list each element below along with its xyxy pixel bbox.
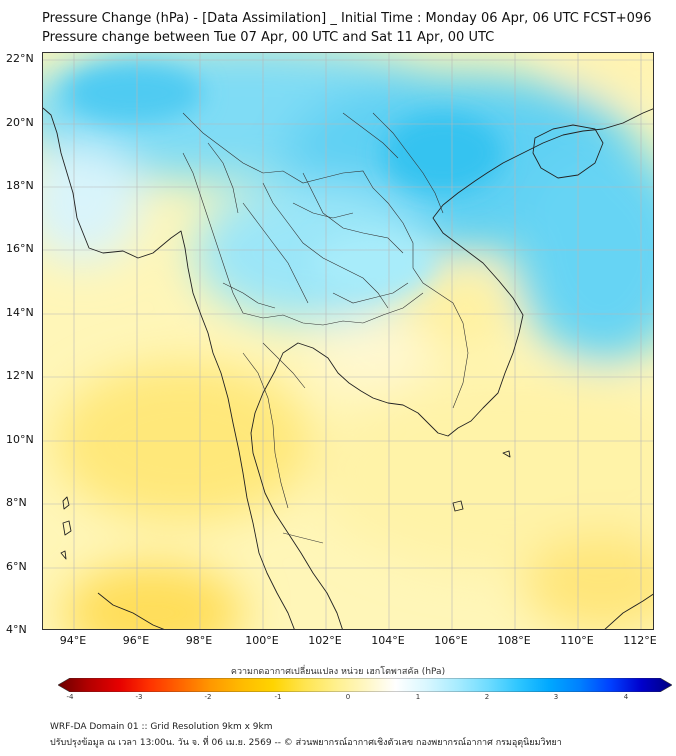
colorbar-tick: -3 [135, 693, 143, 701]
lon-label-110: 110°E [560, 634, 594, 647]
colorbar-tick: 1 [415, 693, 421, 701]
colorbar-tick: -2 [204, 693, 212, 701]
pressure-field [43, 53, 653, 629]
graticule [43, 53, 653, 629]
borders [182, 112, 469, 544]
colorbar-tick: 4 [623, 693, 629, 701]
colorbar-tick: -4 [66, 693, 74, 701]
colorbar-tick: 3 [553, 693, 559, 701]
lat-label-22: 22°N [6, 52, 34, 65]
chart-subtitle: Pressure change between Tue 07 Apr, 00 U… [42, 30, 495, 45]
chart-title: Pressure Change (hPa) - [Data Assimilati… [42, 11, 652, 26]
lat-label-10: 10°N [6, 433, 34, 446]
colorbar-tick: 0 [345, 693, 351, 701]
colorbar-tick: 2 [484, 693, 490, 701]
lat-label-18: 18°N [6, 179, 34, 192]
footer-credit: ปรับปรุงข้อมูล ณ เวลา 13:00น. วัน จ. ที่… [50, 738, 562, 748]
lon-label-102: 102°E [308, 634, 342, 647]
lat-label-12: 12°N [6, 369, 34, 382]
colorbar [58, 678, 672, 692]
coastlines [43, 107, 653, 629]
colorbar-tick: -1 [274, 693, 282, 701]
lat-label-14: 14°N [6, 306, 34, 319]
lat-label-16: 16°N [6, 242, 34, 255]
lon-label-98: 98°E [185, 634, 213, 647]
lon-label-100: 100°E [245, 634, 279, 647]
lon-label-94: 94°E [59, 634, 87, 647]
lat-label-4: 4°N [6, 623, 27, 636]
lat-label-6: 6°N [6, 560, 27, 573]
lon-label-96: 96°E [122, 634, 150, 647]
lon-label-112: 112°E [623, 634, 657, 647]
lat-label-8: 8°N [6, 496, 27, 509]
footer-model-info: WRF-DA Domain 01 :: Grid Resolution 9km … [50, 722, 273, 732]
lon-label-106: 106°E [434, 634, 468, 647]
pressure-field-detail [63, 63, 503, 293]
lon-label-108: 108°E [497, 634, 531, 647]
colorbar-title: ความกดอากาศเปลี่ยนแปลง หน่วย เฮกโตพาสคัล… [230, 667, 446, 677]
lat-label-20: 20°N [6, 116, 34, 129]
lon-label-104: 104°E [371, 634, 405, 647]
pressure-change-map [42, 52, 654, 630]
